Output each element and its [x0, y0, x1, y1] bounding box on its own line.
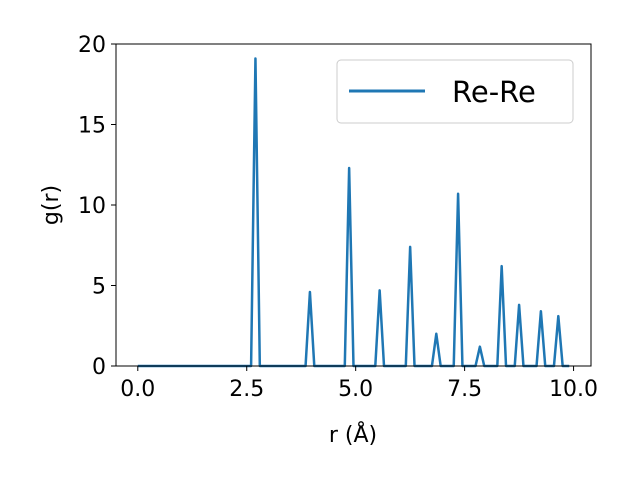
- x-tick-label: 10.0: [549, 377, 598, 402]
- legend-box: [336, 59, 574, 124]
- y-tick-label: 20: [78, 33, 106, 58]
- legend: Re-Re: [336, 59, 574, 124]
- x-tick-label: 5.0: [338, 377, 373, 402]
- x-tick-label: 7.5: [447, 377, 482, 402]
- y-tick-label: 15: [78, 114, 106, 139]
- x-tick-label: 2.5: [229, 377, 264, 402]
- y-tick-label: 0: [92, 355, 106, 380]
- y-axis-label: g(r): [39, 185, 64, 225]
- y-axis-ticks: 0 5 10 15 20: [78, 33, 116, 380]
- y-tick-label: 10: [78, 194, 106, 219]
- y-tick-label: 5: [92, 275, 106, 300]
- x-tick-label: 0.0: [120, 377, 155, 402]
- x-axis-label: r (Å): [329, 421, 377, 448]
- legend-label: Re-Re: [452, 75, 536, 109]
- x-axis-ticks: 0.0 2.5 5.0 7.5 10.0: [120, 366, 598, 402]
